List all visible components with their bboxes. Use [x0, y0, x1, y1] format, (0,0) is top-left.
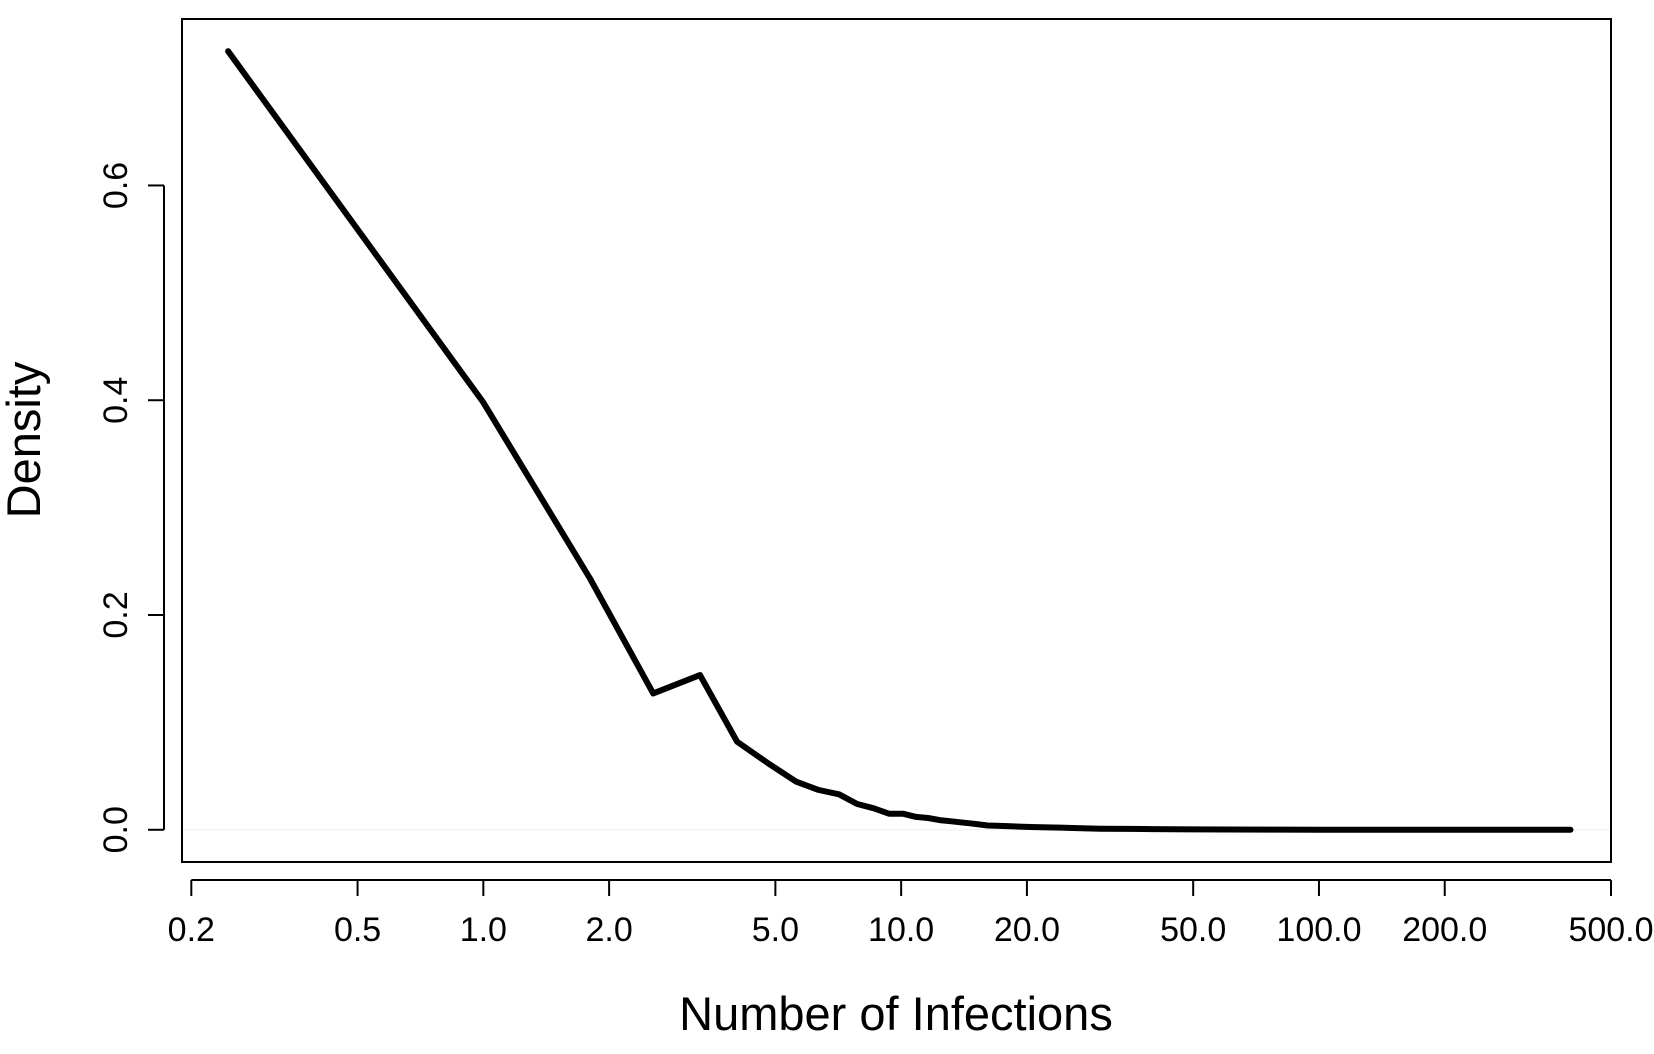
y-axis-title: Density — [0, 361, 50, 518]
x-axis: 0.2 0.5 1.0 2.0 5.0 10.0 20.0 50.0 100.0 200.0 500… — [168, 879, 1654, 949]
y-tick-label: 0.4 — [97, 377, 135, 424]
x-tick-label: 10.0 — [868, 911, 934, 949]
x-tick-label: 1.0 — [460, 911, 507, 949]
x-tick-label: 500.0 — [1568, 911, 1653, 949]
y-axis: 0.0 0.2 0.4 0.6 — [97, 162, 165, 853]
x-tick-label: 2.0 — [585, 911, 632, 949]
x-tick-label: 20.0 — [994, 911, 1060, 949]
x-tick-label: 0.5 — [334, 911, 381, 949]
series-layer — [225, 48, 1574, 833]
x-tick-label: 50.0 — [1160, 911, 1226, 949]
density-line — [225, 48, 1574, 833]
x-axis-title: Number of Infections — [679, 987, 1113, 1040]
x-tick-label: 5.0 — [752, 911, 799, 949]
x-tick-label: 0.2 — [168, 911, 215, 949]
x-tick-label: 200.0 — [1402, 911, 1487, 949]
y-tick-label: 0.2 — [97, 591, 135, 638]
y-tick-label: 0.6 — [97, 162, 135, 209]
y-tick-label: 0.0 — [97, 806, 135, 853]
plot-frame — [181, 18, 1612, 863]
x-tick-label: 100.0 — [1276, 911, 1361, 949]
